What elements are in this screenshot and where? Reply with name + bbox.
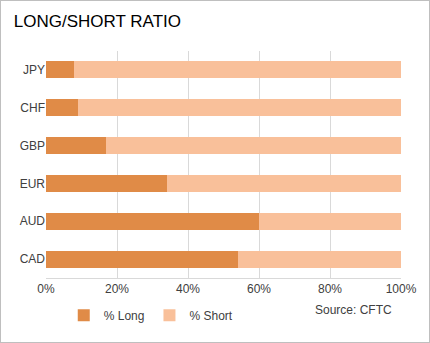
svg-text:% Short: % Short xyxy=(189,309,232,323)
svg-text:100%: 100% xyxy=(386,282,417,296)
svg-text:GBP: GBP xyxy=(20,139,45,153)
svg-text:CHF: CHF xyxy=(20,101,45,115)
svg-text:0%: 0% xyxy=(37,282,55,296)
svg-text:EUR: EUR xyxy=(20,177,46,191)
svg-text:20%: 20% xyxy=(105,282,129,296)
svg-text:Source: CFTC: Source: CFTC xyxy=(315,303,392,317)
svg-text:LONG/SHORT RATIO: LONG/SHORT RATIO xyxy=(14,12,181,31)
svg-text:JPY: JPY xyxy=(23,63,45,77)
svg-text:80%: 80% xyxy=(318,282,342,296)
svg-text:40%: 40% xyxy=(176,282,200,296)
svg-text:% Long: % Long xyxy=(104,309,145,323)
svg-text:AUD: AUD xyxy=(20,214,46,228)
svg-text:CAD: CAD xyxy=(20,252,46,266)
svg-text:60%: 60% xyxy=(247,282,271,296)
